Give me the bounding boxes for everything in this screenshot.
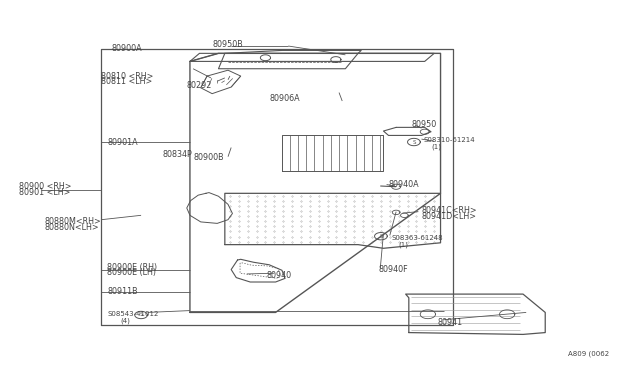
Text: 80950: 80950 <box>412 120 437 129</box>
Text: S08543-41012: S08543-41012 <box>108 311 159 317</box>
Text: S: S <box>140 312 143 317</box>
Text: 80940F: 80940F <box>378 265 408 274</box>
Text: (1): (1) <box>431 143 441 150</box>
Text: 80292: 80292 <box>187 81 212 90</box>
Text: 80900 <RH>: 80900 <RH> <box>19 182 71 191</box>
Text: 80810 <RH>: 80810 <RH> <box>101 71 154 81</box>
Text: A809 (0062: A809 (0062 <box>568 350 609 357</box>
Text: S: S <box>412 140 415 145</box>
Text: 80901 <LH>: 80901 <LH> <box>19 188 70 197</box>
Text: 80900E (RH): 80900E (RH) <box>108 263 157 272</box>
Text: 80906A: 80906A <box>269 93 300 103</box>
Text: 80911B: 80911B <box>108 288 138 296</box>
Text: 80940: 80940 <box>267 271 292 280</box>
Text: 80901A: 80901A <box>108 138 138 147</box>
Text: 80834P: 80834P <box>162 150 192 159</box>
Text: 80880M<RH>: 80880M<RH> <box>44 217 100 226</box>
Text: 80900B: 80900B <box>193 153 224 162</box>
Text: 80940A: 80940A <box>388 180 419 189</box>
Text: S08363-61248: S08363-61248 <box>391 235 443 241</box>
Text: 80941: 80941 <box>437 318 463 327</box>
Text: 80880N<LH>: 80880N<LH> <box>44 222 99 231</box>
Text: 80811 <LH>: 80811 <LH> <box>101 77 152 86</box>
Text: 80900A: 80900A <box>111 44 142 53</box>
Text: 80950B: 80950B <box>212 40 243 49</box>
Text: (4): (4) <box>120 317 130 324</box>
Text: (1): (1) <box>399 241 409 247</box>
Text: 80941D<LH>: 80941D<LH> <box>422 212 477 221</box>
Text: S: S <box>379 234 383 239</box>
Text: 80941C<RH>: 80941C<RH> <box>422 206 477 215</box>
Text: S08310-61214: S08310-61214 <box>424 137 475 143</box>
Text: 80900E (LH): 80900E (LH) <box>108 268 156 278</box>
